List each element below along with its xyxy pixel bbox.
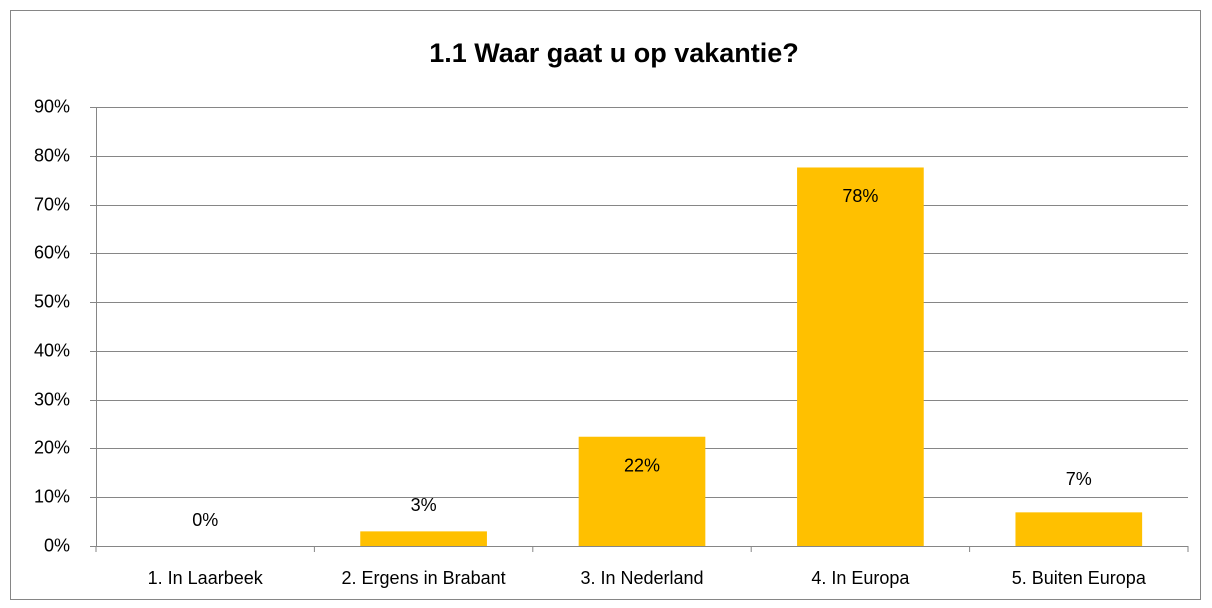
data-label: 78% [842,186,878,206]
bar [1015,512,1143,546]
y-tick-label: 10% [34,486,70,506]
x-tick-label: 4. In Europa [811,568,910,588]
chart-title: 1.1 Waar gaat u op vakantie? [429,38,799,68]
y-tick-label: 80% [34,145,70,165]
data-label: 7% [1066,469,1092,489]
y-tick-label: 40% [34,340,70,360]
y-tick-label: 50% [34,291,70,311]
y-tick-label: 90% [34,96,70,116]
bar [797,167,924,547]
data-label: 3% [411,495,437,515]
y-tick-label: 0% [44,535,70,555]
y-tick-label: 70% [34,194,70,214]
bar [578,436,706,546]
y-tick-label: 20% [34,437,70,457]
y-tick-label: 30% [34,389,70,409]
data-label: 0% [192,510,218,530]
x-tick-label: 5. Buiten Europa [1012,568,1147,588]
x-tick-label: 3. In Nederland [580,568,703,588]
bar [360,531,487,546]
y-tick-label: 60% [34,242,70,262]
data-label: 22% [624,455,660,475]
x-tick-label: 1. In Laarbeek [148,568,264,588]
x-tick-label: 2. Ergens in Brabant [342,568,506,588]
